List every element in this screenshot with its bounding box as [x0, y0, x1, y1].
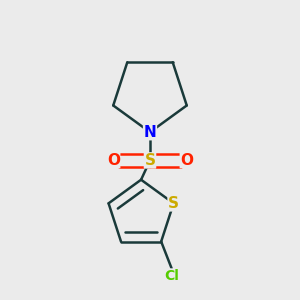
Text: S: S [145, 153, 155, 168]
Text: S: S [168, 196, 179, 211]
Text: O: O [180, 153, 193, 168]
Text: N: N [144, 125, 156, 140]
Text: Cl: Cl [164, 269, 179, 283]
Text: O: O [107, 153, 120, 168]
